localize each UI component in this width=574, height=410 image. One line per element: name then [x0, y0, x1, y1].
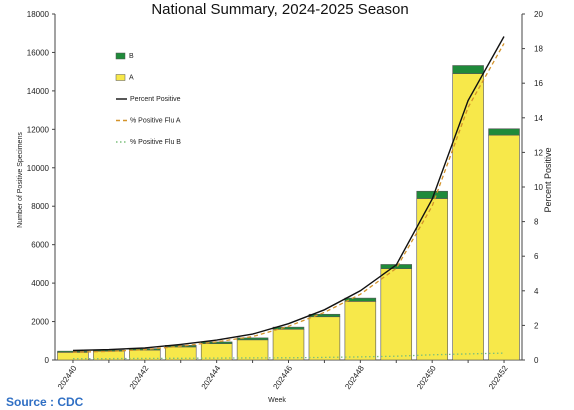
y-tick-label: 4000: [31, 279, 49, 288]
y2-tick-label: 12: [534, 148, 543, 157]
y-tick-label: 10000: [27, 164, 50, 173]
bar-flu-a: [380, 268, 413, 361]
bar-flu-a: [272, 328, 305, 361]
x-tick-label: 202450: [415, 364, 438, 391]
lines: [72, 36, 505, 360]
y2-axis-label: Percent Positive: [543, 147, 553, 212]
x-tick-label: 202448: [343, 364, 366, 391]
y-tick-label: 8000: [31, 202, 49, 211]
y-tick-label: 18000: [27, 10, 50, 19]
y-tick-label: 2000: [31, 318, 49, 327]
bar-flu-a: [57, 352, 89, 361]
chart-title: National Summary, 2024-2025 Season: [151, 1, 408, 18]
bar-flu-a: [416, 198, 448, 361]
y2-tick-label: 6: [534, 252, 539, 261]
y-axis-label: Number of Positive Specimens: [17, 132, 24, 228]
y-tick-label: 0: [45, 356, 50, 365]
line-series-1: [72, 43, 505, 353]
x-tick-label: 202446: [271, 364, 294, 391]
x-tick-label: 202444: [200, 364, 223, 391]
legend-label: B: [129, 53, 134, 60]
bar-flu-a: [308, 316, 341, 361]
y2-tick-label: 0: [534, 356, 539, 365]
y2-tick-label: 18: [534, 45, 543, 54]
bar-flu-b: [488, 128, 520, 136]
source-note: Source : CDC: [6, 395, 84, 409]
bar-flu-b: [452, 65, 484, 74]
x-axis-label: Week: [268, 397, 286, 404]
legend-swatch: [115, 52, 126, 60]
y2-tick-label: 4: [534, 287, 539, 296]
y-tick-label: 14000: [27, 87, 50, 96]
bar-flu-a: [488, 134, 520, 361]
x-tick-label: 202440: [56, 364, 79, 391]
bar-flu-a: [452, 73, 484, 361]
y2-tick-label: 8: [534, 218, 539, 227]
bars: [57, 65, 520, 361]
y2-tick-label: 14: [534, 114, 543, 123]
legend-swatch: [115, 74, 126, 81]
y-tick-label: 12000: [27, 125, 50, 134]
y2-tick-label: 16: [534, 79, 543, 88]
legend-label: A: [129, 75, 134, 82]
bar-flu-a: [344, 301, 377, 361]
bar-flu-b: [344, 297, 377, 302]
x-tick-label: 202452: [487, 364, 510, 391]
y-tick-label: 16000: [27, 48, 50, 57]
line-series-0: [72, 36, 505, 352]
legend-label: % Positive Flu B: [130, 139, 181, 146]
y-tick-label: 6000: [31, 241, 49, 250]
legend-label: % Positive Flu A: [130, 118, 181, 125]
y2-tick-label: 2: [534, 321, 539, 330]
bar-flu-a: [236, 339, 269, 361]
y2-tick-label: 10: [534, 183, 543, 192]
bar-flu-b: [200, 341, 233, 344]
y2-tick-label: 20: [534, 10, 543, 19]
x-tick-label: 202442: [128, 364, 151, 391]
legend: B A Percent Positive % Positive Flu A % Posi…: [115, 52, 181, 146]
legend-label: Percent Positive: [130, 96, 181, 103]
